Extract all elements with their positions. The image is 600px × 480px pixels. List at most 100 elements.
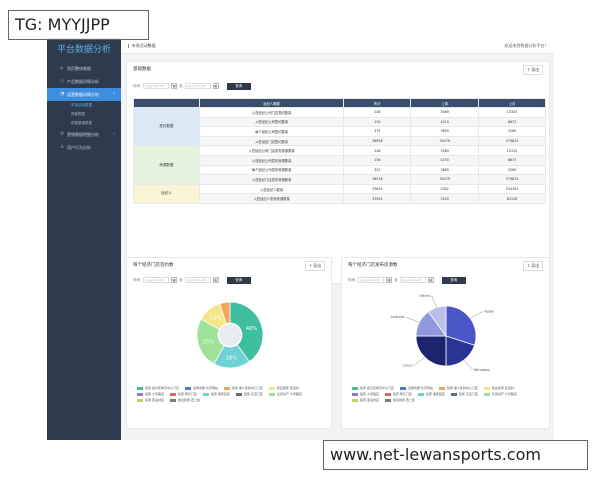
- cell-last-week: 3569: [410, 145, 480, 156]
- cell-yesterday: 136: [343, 154, 412, 166]
- export-button[interactable]: ⇪ 导出: [305, 261, 325, 271]
- cell-yesterday: 36536: [343, 174, 412, 185]
- app-window: 平台数据分析 ⌂ 首页整体数据 ◇ 产品数据详情分析 ◔ 运营数据详情分析 › …: [47, 38, 554, 440]
- pie-slice[interactable]: [445, 335, 476, 367]
- sidebar-subitem-activity[interactable]: 市场活动数据: [71, 103, 92, 107]
- chart-legend: 链家·昌平区体育中心门店 爱屋吉屋·北京南站 链家·顺义区新中心门店 我爱我家·亚运村…: [137, 386, 327, 402]
- legend-item[interactable]: 链家·昌平区体育中心门店: [352, 386, 394, 390]
- legend-item[interactable]: 我爱我家·西二旗: [169, 398, 200, 402]
- legend-label: 我爱我家·亚运村: [491, 386, 514, 390]
- label-leader-line: [404, 316, 420, 323]
- table-row: 经纪人 入驻经纪人数量 33655 3302 554303: [133, 183, 546, 204]
- start-date-input[interactable]: yyyy-mm-dd: [143, 277, 170, 283]
- slice-label: Others: [419, 294, 431, 298]
- sidebar-item-label: 运营数据详情分析: [67, 92, 99, 97]
- legend-item[interactable]: 链家·大望路店: [137, 392, 164, 396]
- end-date-input[interactable]: yyyy-mm-dd: [184, 277, 211, 283]
- cell-last-week: 4215: [410, 116, 480, 128]
- sidebar-subitem-channel[interactable]: 获客渠道数据: [71, 121, 92, 125]
- legend-item[interactable]: 我爱我家·亚运村: [268, 386, 299, 390]
- query-button[interactable]: 查询: [226, 276, 251, 284]
- pie-slice[interactable]: [445, 305, 477, 346]
- legend-item[interactable]: 我爱我家·西二旗: [384, 398, 415, 402]
- sidebar-item-product[interactable]: ◇ 产品数据详情分析: [47, 75, 121, 88]
- legend-item[interactable]: 麦田房产·大望路店: [483, 392, 517, 396]
- start-date-input[interactable]: yyyy-mm-dd: [358, 277, 385, 283]
- query-button[interactable]: 查询: [441, 276, 466, 284]
- legend-item[interactable]: 链家·亚运村店: [352, 398, 379, 402]
- legend-item[interactable]: 链家·亚运村店: [137, 398, 164, 402]
- legend-item[interactable]: 链家·黄石门店: [384, 392, 412, 396]
- export-button[interactable]: ⇪ 导出: [523, 65, 543, 75]
- breadcrumb-label: 市场活动数据: [131, 43, 156, 48]
- calendar-icon[interactable]: ▦: [427, 277, 434, 283]
- sidebar-item-marketing[interactable]: ≡ 营销数据明细分析 ›: [47, 128, 121, 141]
- calendar-icon[interactable]: ▦: [386, 277, 393, 283]
- row-label: 入驻经纪门店签约数量: [198, 135, 345, 147]
- legend-item[interactable]: 链家·大望路店: [352, 392, 379, 396]
- sidebar-item-user[interactable]: ♙ 用户行为分析: [47, 141, 121, 154]
- legend-item[interactable]: 链家·潘家园店: [202, 392, 230, 396]
- legend-label: 链家·潘家园店: [210, 392, 230, 396]
- cell-last-month: 6873: [478, 116, 546, 128]
- legend-item[interactable]: 链家·昌平区体育中心门店: [137, 386, 179, 390]
- date-filter: 时间: yyyy-mm-dd ▦ 至 yyyy-mm-dd ▦ 查询: [133, 82, 251, 90]
- row-label: 每个经纪公司签约数量: [198, 126, 345, 137]
- chevron-down-icon: ›: [113, 91, 115, 97]
- table-header-row: 经纪人概要 昨天 上周 上月: [133, 98, 546, 108]
- sidebar-item-operations[interactable]: ◔ 运营数据详情分析 ›: [47, 88, 121, 101]
- cell-last-week: 3695: [410, 164, 480, 176]
- end-date-input[interactable]: yyyy-mm-dd: [399, 277, 426, 283]
- cell-yesterday: 248: [343, 107, 412, 118]
- legend-item[interactable]: 链家·东直门店: [450, 392, 478, 396]
- basic-data-table: 经纪人概要 昨天 上周 上月 签约数据 入驻经纪公司门店签约数量 248 356…: [133, 98, 546, 204]
- legend-swatch: [268, 386, 275, 390]
- pie-slice[interactable]: [427, 305, 447, 338]
- legend-label: 链家·东直门店: [458, 392, 478, 396]
- cell-last-week: 3695: [410, 126, 480, 137]
- legend-swatch: [268, 392, 275, 396]
- legend-item[interactable]: 链家·潘家园店: [417, 392, 445, 396]
- sidebar-subitem-acquisition[interactable]: 获客数据: [71, 112, 85, 116]
- query-button[interactable]: 查询: [226, 82, 251, 90]
- cell-yesterday: 375: [343, 126, 412, 137]
- export-button[interactable]: ⇪ 导出: [523, 261, 543, 271]
- legend-label: 链家·昌平区体育中心门店: [360, 386, 394, 390]
- table-header: 上月: [478, 98, 546, 108]
- legend-item[interactable]: 链家·黄石门店: [169, 392, 197, 396]
- end-date-input[interactable]: yyyy-mm-dd: [184, 83, 211, 89]
- filter-label: 时间:: [133, 278, 142, 282]
- table-header: 经纪人概要: [198, 98, 345, 108]
- store-listing-chart-panel: 每个经济门店发布房源数 ⇪ 导出 时间: yyyy-mm-dd ▦ 至 yyyy…: [341, 257, 550, 429]
- legend-label: 链家·昌平区体育中心门店: [145, 386, 179, 390]
- donut-center: [219, 324, 241, 346]
- cell-last-week: 35479: [410, 135, 480, 147]
- cell-yesterday: 33655: [343, 183, 412, 195]
- legend-swatch: [483, 392, 490, 396]
- legend-item[interactable]: 我爱我家·亚运村: [483, 386, 514, 390]
- cell-last-week: 4255: [410, 154, 480, 166]
- pie-slice[interactable]: [229, 301, 264, 363]
- calendar-icon[interactable]: ▦: [212, 83, 219, 89]
- legend-item[interactable]: 麦田房产·大望路店: [268, 392, 302, 396]
- sidebar-item-home[interactable]: ⌂ 首页整体数据: [47, 62, 121, 75]
- legend-swatch: [399, 386, 406, 390]
- legend-item[interactable]: 爱屋吉屋·北京南站: [399, 386, 433, 390]
- pie-slice[interactable]: [415, 335, 447, 367]
- pie-slice[interactable]: [219, 301, 231, 325]
- slice-label: 12%: [210, 316, 221, 322]
- legend-item[interactable]: 链家·东直门店: [235, 392, 263, 396]
- store-signing-donut-chart: 40% 18% 25% 12%: [196, 301, 264, 369]
- legend-item[interactable]: 爱屋吉屋·北京南站: [184, 386, 218, 390]
- welcome-text: 欢迎来到数据分析平台!: [504, 43, 546, 48]
- row-label: 入驻经纪公司门店发布房源数量: [198, 145, 345, 156]
- calendar-icon[interactable]: ▦: [171, 277, 178, 283]
- date-filter: 时间: yyyy-mm-dd ▦ 至 yyyy-mm-dd ▦ 查询: [133, 276, 251, 284]
- start-date-input[interactable]: yyyy-mm-dd: [143, 83, 170, 89]
- legend-item[interactable]: 链家·顺义区新中心门店: [223, 386, 263, 390]
- calendar-icon[interactable]: ▦: [171, 83, 178, 89]
- legend-item[interactable]: 链家·顺义区新中心门店: [438, 386, 478, 390]
- cell-last-week: 3255: [410, 193, 480, 204]
- slice-label: Linux: [403, 364, 412, 368]
- calendar-icon[interactable]: ▦: [212, 277, 219, 283]
